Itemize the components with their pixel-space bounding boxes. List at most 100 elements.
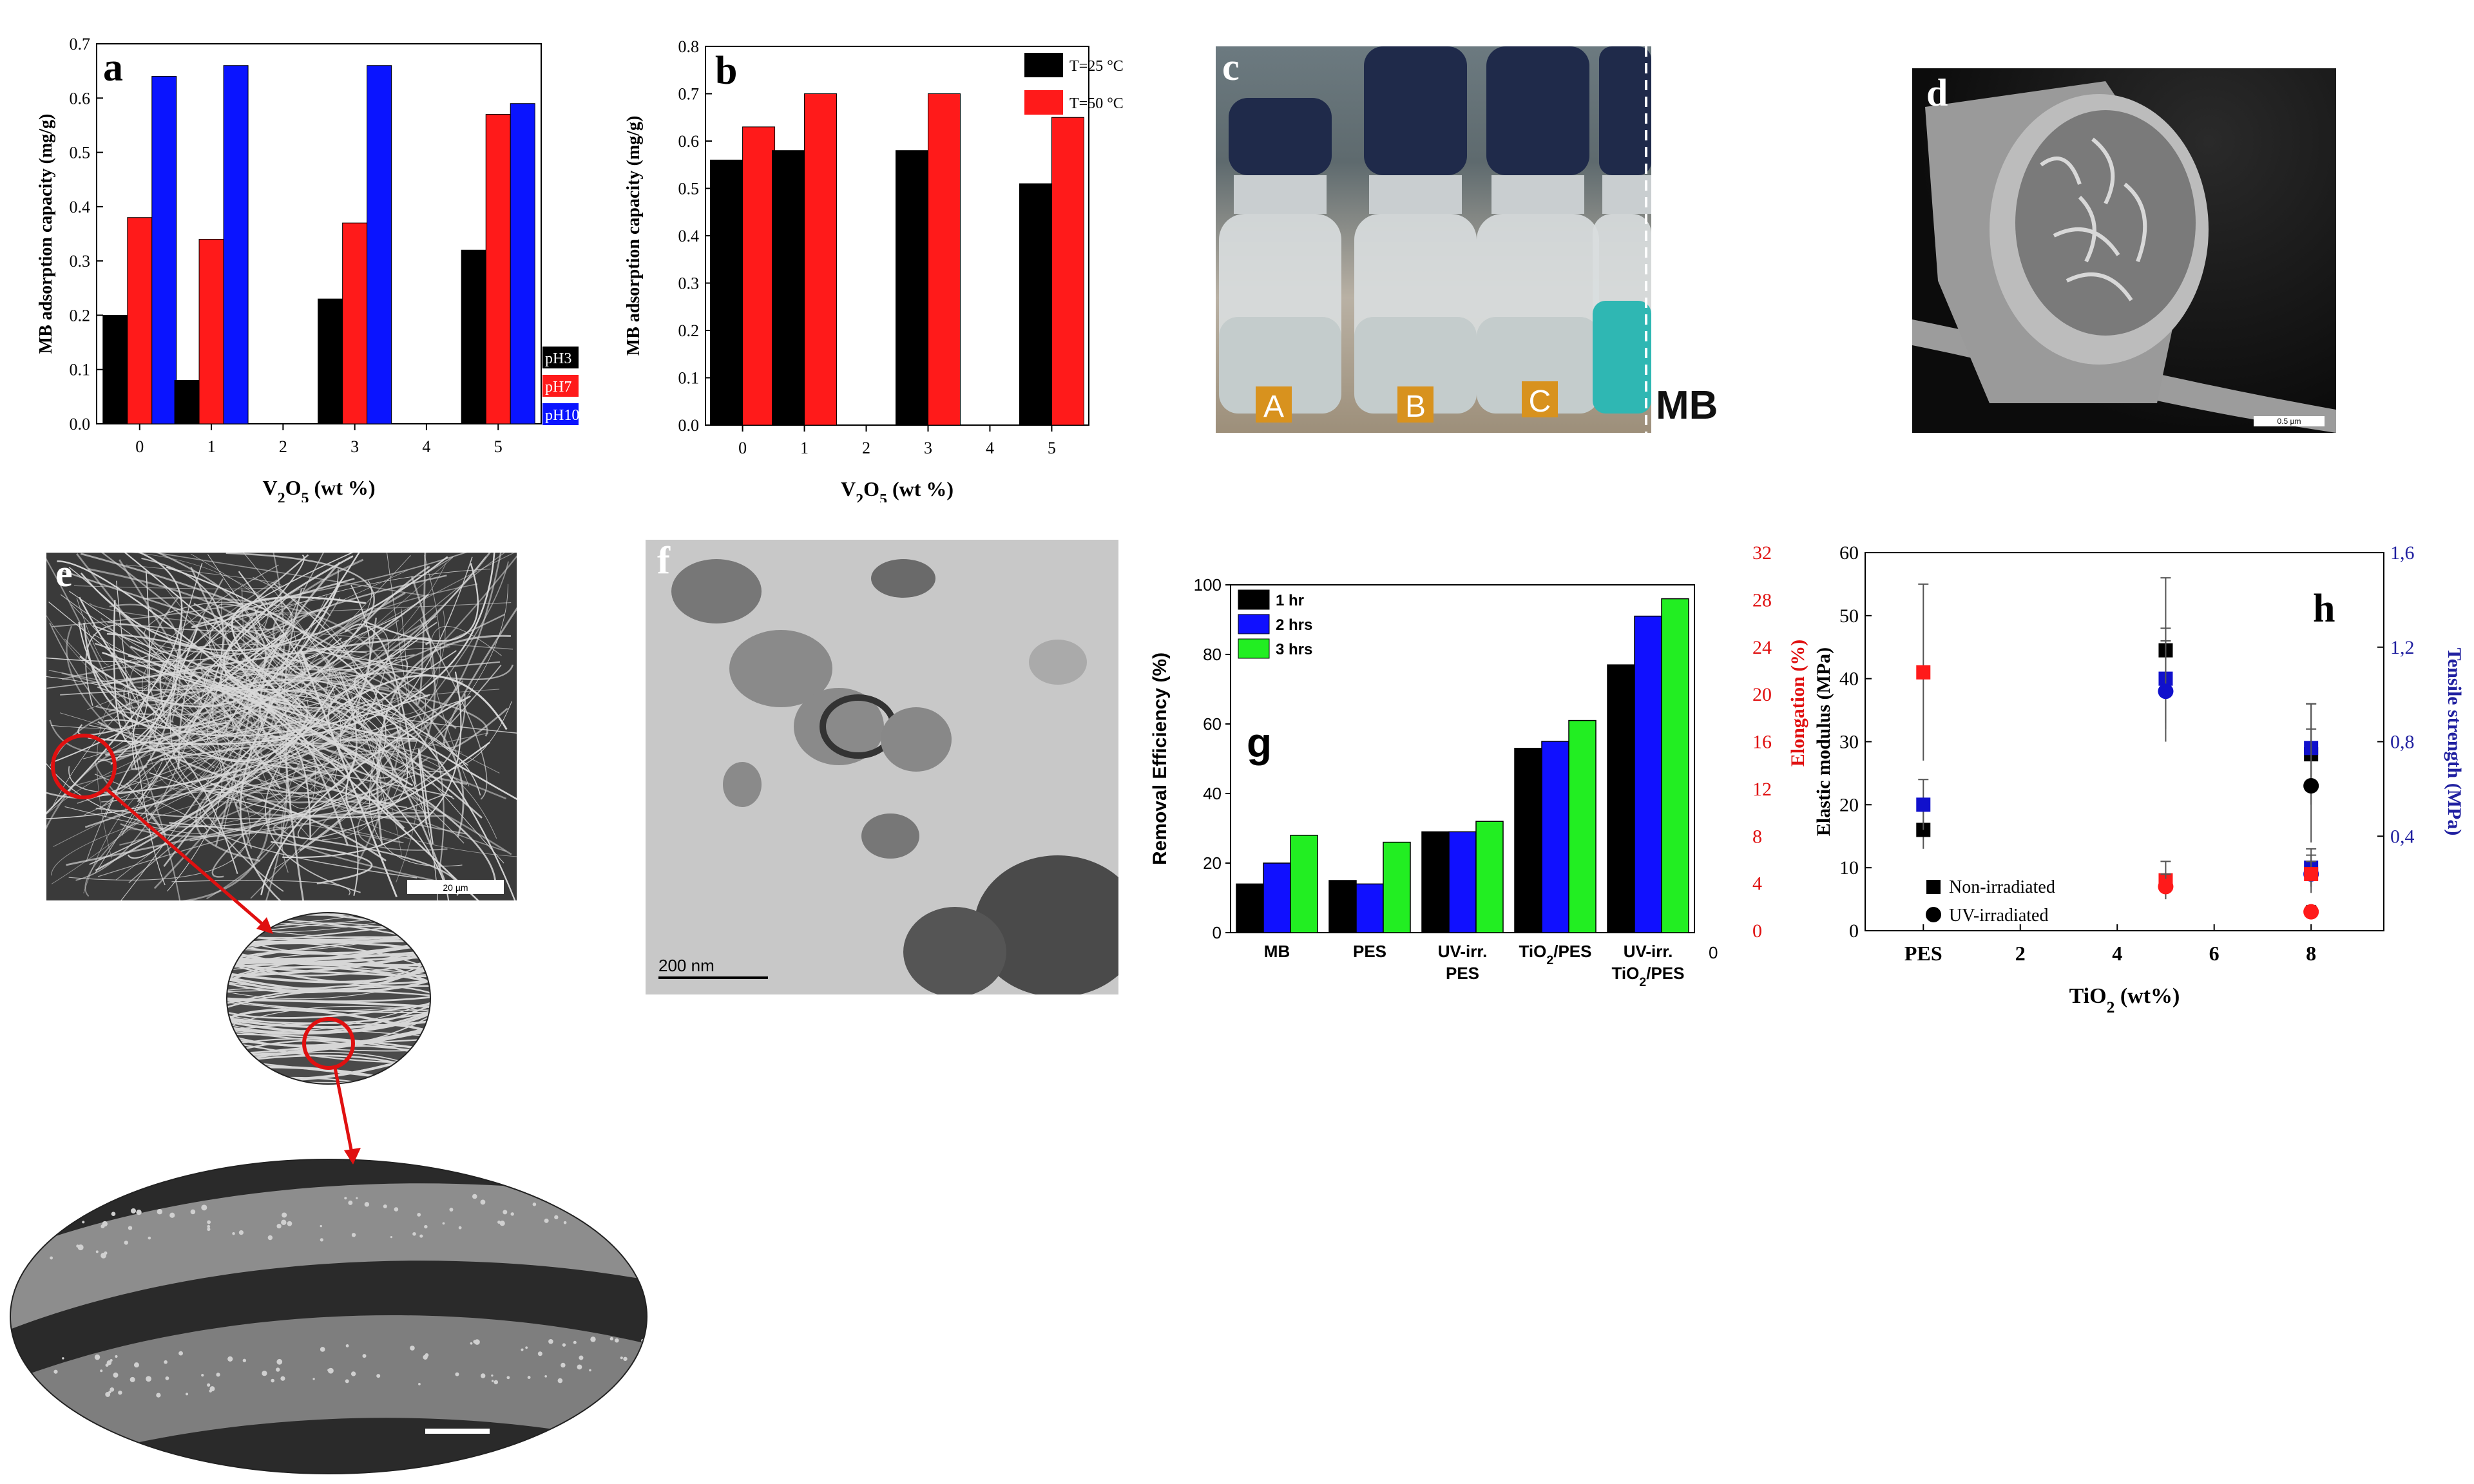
legend-label-pH7: pH7 [545, 379, 571, 395]
panel-label-b: b [715, 49, 737, 93]
y-tick-label: 40 [1839, 669, 1859, 690]
y-axis-label: Removal Efficiency (%) [1149, 652, 1171, 865]
bar-T50C-3 [927, 93, 961, 426]
x-axis-label: V2O5 (wt %) [262, 476, 375, 502]
y-axis-label: MB adsorption capacity (mg/g) [624, 116, 644, 356]
vial-label-a: A [1263, 390, 1284, 424]
panel-c-photo: A B C c [1216, 46, 1651, 433]
bar-pH10-0 [151, 76, 177, 424]
vial-b [1354, 46, 1477, 414]
panel-label-d: d [1926, 71, 1948, 114]
y-axis-label: MB adsorption capacity (mg/g) [36, 114, 56, 354]
scale-label-f: 200 nm [658, 956, 714, 975]
vial-label-c: C [1529, 385, 1551, 419]
point-circle-10 [2303, 777, 2319, 794]
vial-label-mb-holder: MB [1649, 374, 1778, 432]
y-right-tick-label: 1,2 [2390, 637, 2415, 658]
point-circle-14 [2303, 904, 2319, 920]
panel-label-a: a [103, 46, 123, 90]
y2-tick-label: 20 [1752, 684, 1772, 705]
x-category-label: TiO2/PES [1519, 942, 1592, 967]
y-tick-label: 0.2 [70, 306, 91, 325]
red-circle-zoom2 [302, 1017, 355, 1070]
y-right-tick-label: 0,8 [2390, 732, 2415, 753]
y2-tick-label: 24 [1752, 637, 1772, 658]
bar-1hr-3 [1514, 748, 1542, 933]
bar-1hr-1 [1328, 880, 1357, 933]
y-tick-label: 0.1 [678, 369, 700, 388]
x-tick-label: 4 [986, 439, 994, 457]
point-square-2 [1916, 797, 1931, 812]
legend-label-pH10: pH10 [545, 407, 579, 424]
panel-e-zoom [0, 895, 657, 1481]
bar-2hrs-0 [1263, 862, 1291, 933]
bar-3hrs-4 [1661, 598, 1689, 933]
fiber-cross-section: 0.5 µm d [1912, 71, 2336, 433]
y-tick-label: 20 [1839, 794, 1859, 815]
x-tick-label: 2 [279, 437, 287, 456]
y-tick-label: 0 [1849, 920, 1859, 942]
vial-label-b: B [1405, 390, 1426, 424]
y-tick-label: 0.3 [678, 274, 700, 293]
x-axis-label: V2O5 (wt %) [841, 477, 954, 502]
legend-marker-circle [1926, 907, 1941, 922]
bar-T25C-3 [895, 150, 928, 426]
legend-swatch-3 hrs [1238, 638, 1270, 659]
y2-tick-label: 4 [1752, 873, 1762, 895]
x-tick-label: 3 [350, 437, 359, 456]
bar-pH3-0 [102, 314, 128, 424]
x-axis-label: TiO2 (wt%) [2069, 984, 2180, 1016]
scale-label-d: 0.5 µm [2277, 417, 2301, 426]
y2-tick-label: 0 [1752, 920, 1762, 942]
extra-tick-label: 0 [1709, 943, 1718, 962]
y2-tick-label: 8 [1752, 826, 1762, 847]
x-tick-label: 0 [738, 439, 747, 457]
y-tick-label: 0.6 [70, 89, 91, 108]
panel-h: h 0 10 20 30 40 50 60 0 4 8 12 16 20 24 28 32 Elongation… [1740, 535, 2474, 1024]
chart-g: g 0 20 40 60 80 100 MB PES UV-irr. PES TiO2/PES UV-… [1149, 575, 1718, 989]
fiber-mat: 20 µm e [46, 553, 517, 900]
bar-1hr-4 [1607, 664, 1635, 933]
legend-label-3 hrs: 3 hrs [1276, 641, 1312, 658]
panel-label-h: h [2313, 587, 2335, 631]
legend-label-T=50 °C: T=50 °C [1069, 95, 1124, 112]
y-tick-label: 50 [1839, 605, 1859, 627]
legend-label-nonirradiated: Non-irradiated [1949, 877, 2055, 897]
x-tick-label: 5 [494, 437, 503, 456]
chart-h: h 0102030405060048121620242832Elongation… [1752, 542, 2465, 1016]
x-tick-label: 3 [924, 439, 932, 457]
x-tick-label: 6 [2209, 942, 2220, 965]
bar-2hrs-4 [1634, 615, 1662, 933]
y-tick-label: 0.6 [678, 132, 700, 151]
zoom-insets [10, 912, 647, 1474]
point-square-13 [2304, 866, 2319, 881]
chart-b: b 0.0 0.1 0.2 0.3 0.4 0.5 0.6 0.7 0.8 0 1 2 3 4 5 MB ad… [624, 37, 1124, 508]
legend-swatch-1 hr [1238, 589, 1270, 610]
bar-3hrs-1 [1383, 841, 1411, 933]
vial-label-mb: MB [1656, 383, 1718, 428]
y-tick-label: 0.4 [678, 227, 700, 245]
bar-pH3-3 [318, 298, 343, 424]
legend-swatch-2 hrs [1238, 614, 1270, 634]
y-tick-label: 20 [1203, 853, 1222, 873]
vials-illustration: A B C c [1219, 46, 1651, 433]
bar-pH7-5 [485, 114, 511, 424]
panel-d-sem: 0.5 µm d [1912, 68, 2336, 433]
y-tick-label: 0.2 [678, 321, 700, 340]
panel-a: a 0.0 0.1 0.2 0.3 0.4 0.5 0.6 0.7 0 1 2 3 4 5 MB adsor… [0, 0, 580, 507]
legend-label-1 hr: 1 hr [1276, 592, 1304, 609]
bar-pH7-0 [127, 217, 153, 424]
y-tick-label: 0.3 [70, 252, 91, 271]
bar-pH10-3 [367, 65, 392, 424]
point-circle-5 [2158, 683, 2174, 699]
bar-1hr-0 [1236, 883, 1264, 933]
x-category-label: PES [1446, 964, 1479, 983]
bar-pH3-1 [174, 380, 200, 424]
bar-pH7-1 [198, 238, 224, 424]
vial-c [1477, 46, 1599, 414]
bar-T25C-1 [772, 150, 805, 426]
bar-T25C-0 [710, 159, 743, 426]
legend-swatch-pH10 [542, 403, 579, 425]
y-tick-label: 0.7 [70, 35, 91, 53]
x-category-label: UV-irr. [1438, 942, 1488, 961]
